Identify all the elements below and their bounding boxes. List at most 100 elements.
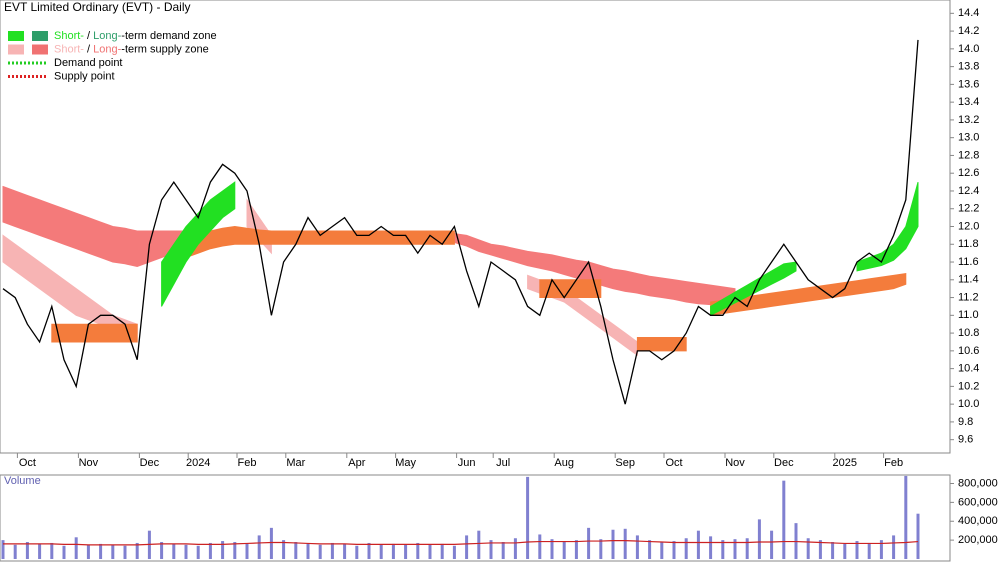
volume-bar bbox=[111, 544, 115, 559]
volume-bar bbox=[294, 542, 298, 559]
legend-rest: -term demand zone bbox=[121, 30, 216, 42]
legend-sep: / bbox=[84, 43, 93, 55]
volume-bar bbox=[391, 543, 395, 559]
legend-short: Short- bbox=[54, 30, 84, 42]
y-tick-label: 12.8 bbox=[958, 149, 979, 161]
y-tick-label: 9.8 bbox=[958, 416, 973, 428]
volume-bar bbox=[343, 543, 347, 559]
volume-bar bbox=[879, 540, 883, 559]
volume-bar bbox=[13, 544, 17, 559]
volume-bar bbox=[721, 540, 725, 559]
volume-bar bbox=[660, 542, 664, 559]
volume-bar bbox=[355, 545, 359, 559]
volume-bar bbox=[904, 475, 908, 559]
legend-label: Supply point bbox=[54, 70, 115, 82]
volume-bar bbox=[526, 476, 530, 559]
y-tick-label: 10.6 bbox=[958, 345, 979, 357]
x-tick-label: Dec bbox=[774, 457, 794, 469]
volume-bar bbox=[62, 545, 66, 559]
volume-bar bbox=[318, 544, 322, 559]
volume-bar bbox=[184, 544, 188, 559]
x-tick-label: Sep bbox=[615, 457, 635, 469]
zone bbox=[710, 272, 907, 316]
x-tick-label: Oct bbox=[665, 457, 682, 469]
volume-bar bbox=[172, 543, 176, 559]
volume-bar bbox=[745, 538, 749, 559]
y-tick-label: 10.8 bbox=[958, 327, 979, 339]
zone bbox=[51, 323, 138, 343]
volume-bar bbox=[50, 542, 54, 559]
volume-bar bbox=[648, 540, 652, 559]
volume-bar bbox=[757, 519, 761, 559]
legend-swatch bbox=[32, 44, 48, 55]
y-tick-label: 14.2 bbox=[958, 25, 979, 37]
y-tick-label: 9.6 bbox=[958, 434, 973, 446]
volume-bar bbox=[404, 544, 408, 559]
x-tick-label: Nov bbox=[725, 457, 745, 469]
volume-bar bbox=[379, 544, 383, 559]
legend-swatch bbox=[8, 44, 24, 55]
y-tick-label: 12.4 bbox=[958, 185, 979, 197]
volume-title: Volume bbox=[4, 475, 41, 487]
legend-swatch bbox=[8, 31, 24, 41]
y-tick-label: 12.6 bbox=[958, 167, 979, 179]
volume-bar bbox=[855, 541, 859, 559]
volume-bar bbox=[733, 539, 737, 559]
y-tick-label: 800,000 bbox=[958, 477, 998, 489]
legend-long: Long- bbox=[93, 43, 121, 55]
zone bbox=[856, 181, 919, 272]
y-tick-label: 200,000 bbox=[958, 534, 998, 546]
y-tick-label: 600,000 bbox=[958, 496, 998, 508]
volume-bar bbox=[99, 543, 103, 559]
x-tick-label: Jun bbox=[458, 457, 476, 469]
x-tick-label: Nov bbox=[79, 457, 99, 469]
volume-bar bbox=[477, 530, 481, 559]
volume-bar bbox=[916, 513, 920, 559]
x-tick-label: 2024 bbox=[186, 457, 210, 469]
volume-bar bbox=[123, 545, 127, 559]
volume-bar bbox=[867, 542, 871, 559]
volume-bar bbox=[269, 527, 273, 559]
x-tick-label: May bbox=[395, 457, 416, 469]
y-tick-label: 10.0 bbox=[958, 398, 979, 410]
y-tick-label: 13.4 bbox=[958, 96, 979, 108]
volume-bar bbox=[635, 535, 639, 559]
volume-bar bbox=[306, 543, 310, 559]
x-tick-label: Dec bbox=[140, 457, 160, 469]
legend-short: Short- bbox=[54, 43, 84, 55]
volume-bar bbox=[684, 538, 688, 559]
volume-bar bbox=[513, 538, 517, 559]
volume-bar bbox=[831, 542, 835, 559]
volume-bar bbox=[416, 542, 420, 559]
zone bbox=[161, 181, 236, 307]
price-line bbox=[2, 39, 919, 405]
volume-bar bbox=[709, 536, 713, 559]
volume-bar bbox=[538, 534, 542, 559]
volume-bar bbox=[257, 535, 261, 559]
volume-bar bbox=[208, 542, 212, 559]
y-tick-label: 10.4 bbox=[958, 363, 979, 375]
y-tick-label: 12.0 bbox=[958, 220, 979, 232]
legend-swatch bbox=[32, 31, 48, 41]
volume-bar bbox=[74, 537, 78, 559]
volume-bar bbox=[452, 545, 456, 559]
y-tick-label: 13.2 bbox=[958, 114, 979, 126]
price-frame bbox=[0, 0, 951, 454]
x-tick-label: Oct bbox=[19, 457, 36, 469]
volume-bar bbox=[843, 543, 847, 559]
volume-bar bbox=[135, 542, 139, 559]
volume-bar bbox=[38, 543, 42, 559]
legend-rest: -term supply zone bbox=[121, 43, 208, 55]
legend-sep: / bbox=[84, 30, 93, 42]
volume-bar bbox=[367, 542, 371, 559]
zone bbox=[2, 185, 736, 306]
y-tick-label: 13.0 bbox=[958, 132, 979, 144]
y-tick-label: 10.2 bbox=[958, 380, 979, 392]
volume-bar bbox=[465, 535, 469, 559]
volume-ma bbox=[3, 539, 919, 546]
volume-bar bbox=[599, 539, 603, 559]
volume-bar bbox=[233, 542, 237, 559]
y-tick-label: 12.2 bbox=[958, 203, 979, 215]
x-tick-label: Feb bbox=[884, 457, 903, 469]
